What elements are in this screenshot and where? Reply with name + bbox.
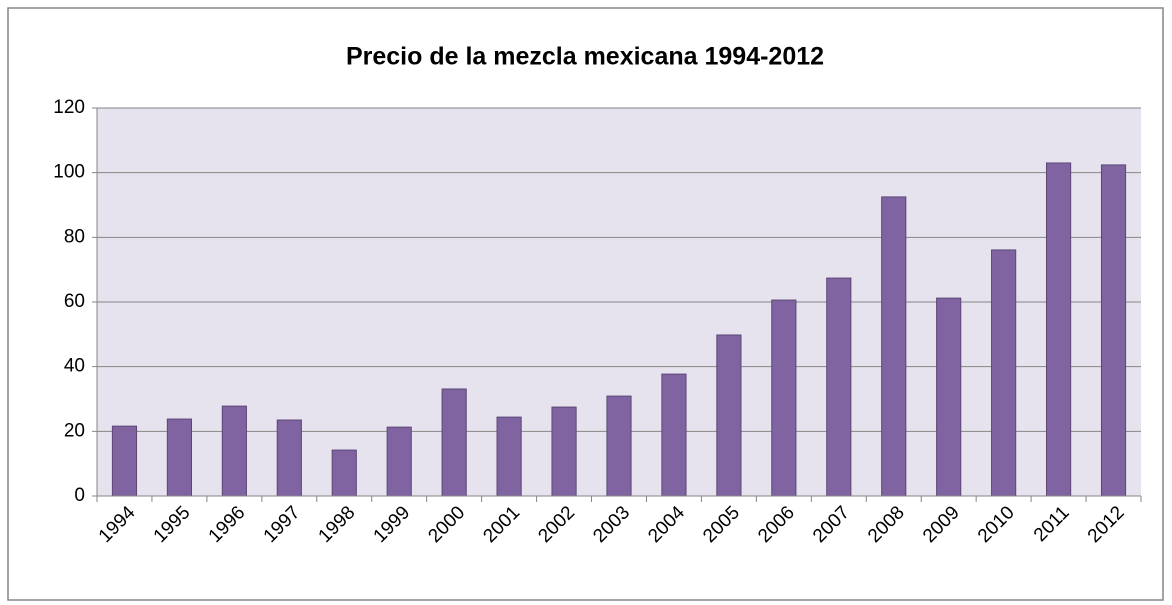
chart-title: Precio de la mezcla mexicana 1994-2012	[346, 43, 824, 71]
bar	[826, 277, 852, 497]
bar	[771, 299, 797, 497]
y-tick-label: 80	[64, 226, 85, 247]
bar	[111, 425, 138, 497]
bar	[1100, 164, 1127, 497]
y-tick-label: 120	[53, 97, 85, 118]
bar	[936, 297, 962, 497]
y-tick-label: 100	[53, 162, 85, 183]
y-tick-label: 40	[64, 356, 85, 377]
bar	[1045, 162, 1072, 497]
bar	[991, 249, 1017, 497]
bar	[551, 406, 577, 497]
bar	[716, 334, 742, 497]
bar	[496, 416, 522, 497]
bar	[331, 449, 357, 497]
y-tick-label: 60	[64, 291, 85, 312]
bar	[276, 419, 302, 497]
y-tick-label: 20	[64, 420, 85, 441]
bar	[386, 426, 412, 497]
bar	[441, 388, 467, 497]
bar	[221, 405, 247, 497]
bar	[661, 373, 687, 497]
bar	[881, 196, 907, 497]
bar	[606, 395, 632, 497]
bar	[166, 418, 193, 497]
y-tick-label: 0	[74, 485, 85, 506]
